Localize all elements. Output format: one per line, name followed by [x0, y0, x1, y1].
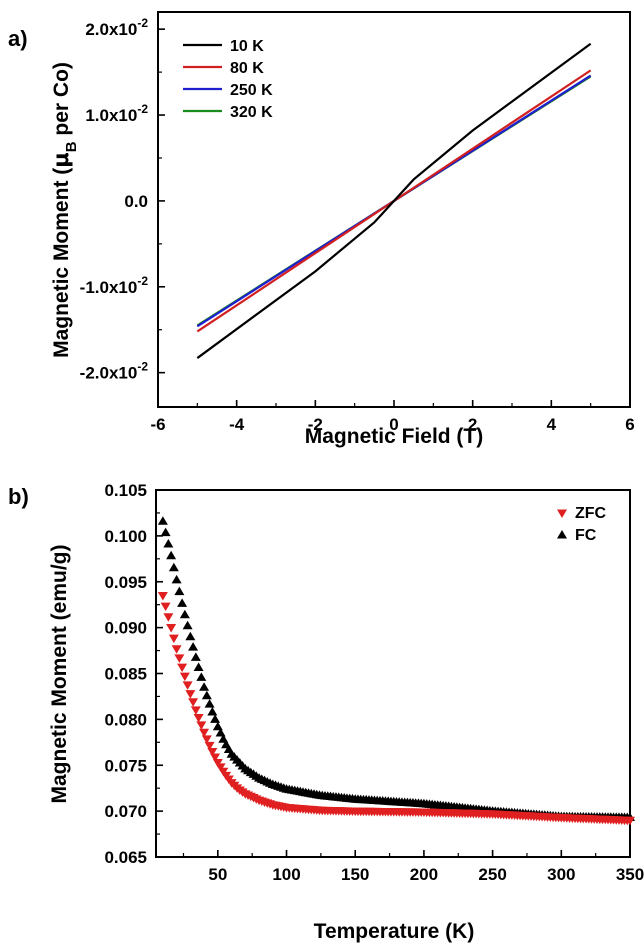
x-tick-label: 6 — [625, 415, 634, 434]
data-point-fc — [182, 620, 193, 630]
data-point-fc — [179, 609, 190, 619]
y-tick-label: 0.085 — [104, 665, 147, 684]
y-tick-label: -1.0x10-2 — [80, 274, 149, 297]
data-point-fc — [163, 538, 174, 548]
data-point-zfc — [201, 735, 212, 744]
data-point-zfc — [168, 634, 179, 644]
panel-b-y-axis-title: Magnetic Moment (emu/g) — [48, 544, 71, 803]
y-tick-label: 0.070 — [104, 802, 147, 821]
data-point-zfc — [207, 747, 218, 757]
panel-b: b) 50 100 150 200 250 300 350 0.065 0.070 0.075 0.… — [8, 481, 644, 943]
panel-a-x-axis-title: Magnetic Field (T) — [305, 425, 484, 448]
data-point-fc — [188, 642, 199, 651]
data-point-fc — [196, 672, 207, 681]
data-point-fc — [210, 714, 221, 723]
data-point-zfc — [185, 690, 196, 699]
panel-b-ticks: 50 100 150 200 250 300 350 0.065 0.070 0.075 0.080… — [104, 481, 644, 884]
data-point-zfc — [212, 758, 223, 768]
y-tick-label: 0.105 — [104, 481, 147, 500]
y-tick-label: 0.0 — [124, 192, 148, 211]
legend-label: 250 K — [230, 82, 273, 99]
legend-label: FC — [575, 527, 597, 544]
y-tick-label: 0.090 — [104, 619, 147, 638]
panel-a-ticks: -6 -4 -2 0 2 4 6 -2.0x10-2 -1.0x10-2 0.0 1.0x10-2 2… — [80, 16, 635, 434]
data-point-fc — [160, 527, 171, 537]
x-tick-label: -4 — [229, 415, 245, 434]
data-point-zfc — [177, 663, 188, 673]
y-tick-label: 0.095 — [104, 573, 147, 592]
y-tick-label: 0.075 — [104, 756, 147, 775]
data-point-fc — [166, 550, 177, 560]
data-point-fc — [157, 516, 168, 525]
data-point-zfc — [199, 728, 210, 738]
panel-a-legend: 10 K 80 K 250 K 320 K — [183, 38, 273, 121]
legend-label: 80 K — [230, 60, 264, 77]
legend-label: 320 K — [230, 104, 273, 121]
data-point-zfc — [163, 613, 174, 622]
panel-a-label: a) — [8, 26, 28, 51]
data-point-zfc — [625, 816, 635, 826]
data-point-fc — [215, 727, 226, 737]
x-tick-label: 250 — [478, 865, 506, 884]
y-tick-label: 0.100 — [104, 527, 147, 546]
y-tick-label: 0.065 — [104, 848, 147, 867]
data-point-zfc — [188, 698, 199, 707]
data-point-zfc — [182, 681, 193, 690]
y-tick-label: -2.0x10-2 — [80, 360, 149, 383]
y-tick-label: 0.080 — [104, 710, 147, 729]
panel-b-x-axis-title: Temperature (K) — [314, 920, 475, 943]
x-tick-label: 2 — [468, 415, 477, 434]
data-point-fc — [212, 721, 223, 731]
data-point-fc — [190, 652, 201, 661]
y-tick-label: 1.0x10-2 — [85, 102, 148, 125]
data-point-fc — [207, 707, 218, 716]
x-tick-label: -2 — [308, 415, 323, 434]
panel-a-plot-frame — [157, 11, 631, 408]
x-tick-label: 100 — [272, 865, 300, 884]
panel-b-legend: ZFC FC — [557, 505, 607, 544]
data-point-zfc — [193, 714, 204, 723]
data-point-fc — [168, 562, 179, 572]
data-point-fc — [204, 699, 215, 708]
panel-b-label: b) — [8, 484, 29, 509]
data-point-zfc — [179, 672, 190, 682]
x-tick-label: 0 — [389, 415, 398, 434]
series-line-10k — [196, 42, 592, 359]
data-point-fc — [174, 586, 185, 596]
legend-label: ZFC — [575, 505, 607, 522]
x-tick-label: 4 — [547, 415, 557, 434]
data-point-zfc — [171, 645, 182, 654]
panel-a: a) -6 -4 -2 0 2 4 6 -2.0x10-2 -1.0x10-2 0.0 1.0x10… — [8, 11, 635, 448]
data-point-fc — [201, 690, 212, 700]
data-point-fc — [171, 574, 182, 584]
legend-marker — [557, 530, 567, 539]
data-point-zfc — [215, 763, 226, 772]
x-tick-label: 50 — [208, 865, 227, 884]
data-point-fc — [185, 631, 196, 641]
legend-label: 10 K — [230, 38, 264, 55]
x-tick-label: 350 — [616, 865, 644, 884]
y-tick-label: 2.0x10-2 — [85, 16, 148, 39]
x-tick-label: 300 — [547, 865, 575, 884]
data-point-zfc — [190, 706, 201, 715]
data-point-zfc — [196, 721, 207, 730]
panel-a-series — [196, 42, 592, 359]
panel-a-y-axis-title: Magnetic Moment (μB per Co) — [49, 62, 80, 358]
data-point-zfc — [160, 602, 171, 612]
x-tick-label: -6 — [150, 415, 165, 434]
data-point-fc — [199, 682, 210, 691]
data-point-zfc — [174, 654, 185, 663]
legend-marker — [557, 509, 567, 518]
data-point-fc — [193, 662, 204, 671]
data-point-zfc — [210, 753, 221, 762]
data-point-fc — [177, 598, 188, 607]
x-tick-label: 150 — [341, 865, 369, 884]
data-point-zfc — [166, 623, 177, 633]
x-tick-label: 200 — [410, 865, 438, 884]
panel-b-series — [157, 516, 635, 826]
data-point-zfc — [204, 741, 215, 751]
data-point-zfc — [157, 592, 168, 601]
